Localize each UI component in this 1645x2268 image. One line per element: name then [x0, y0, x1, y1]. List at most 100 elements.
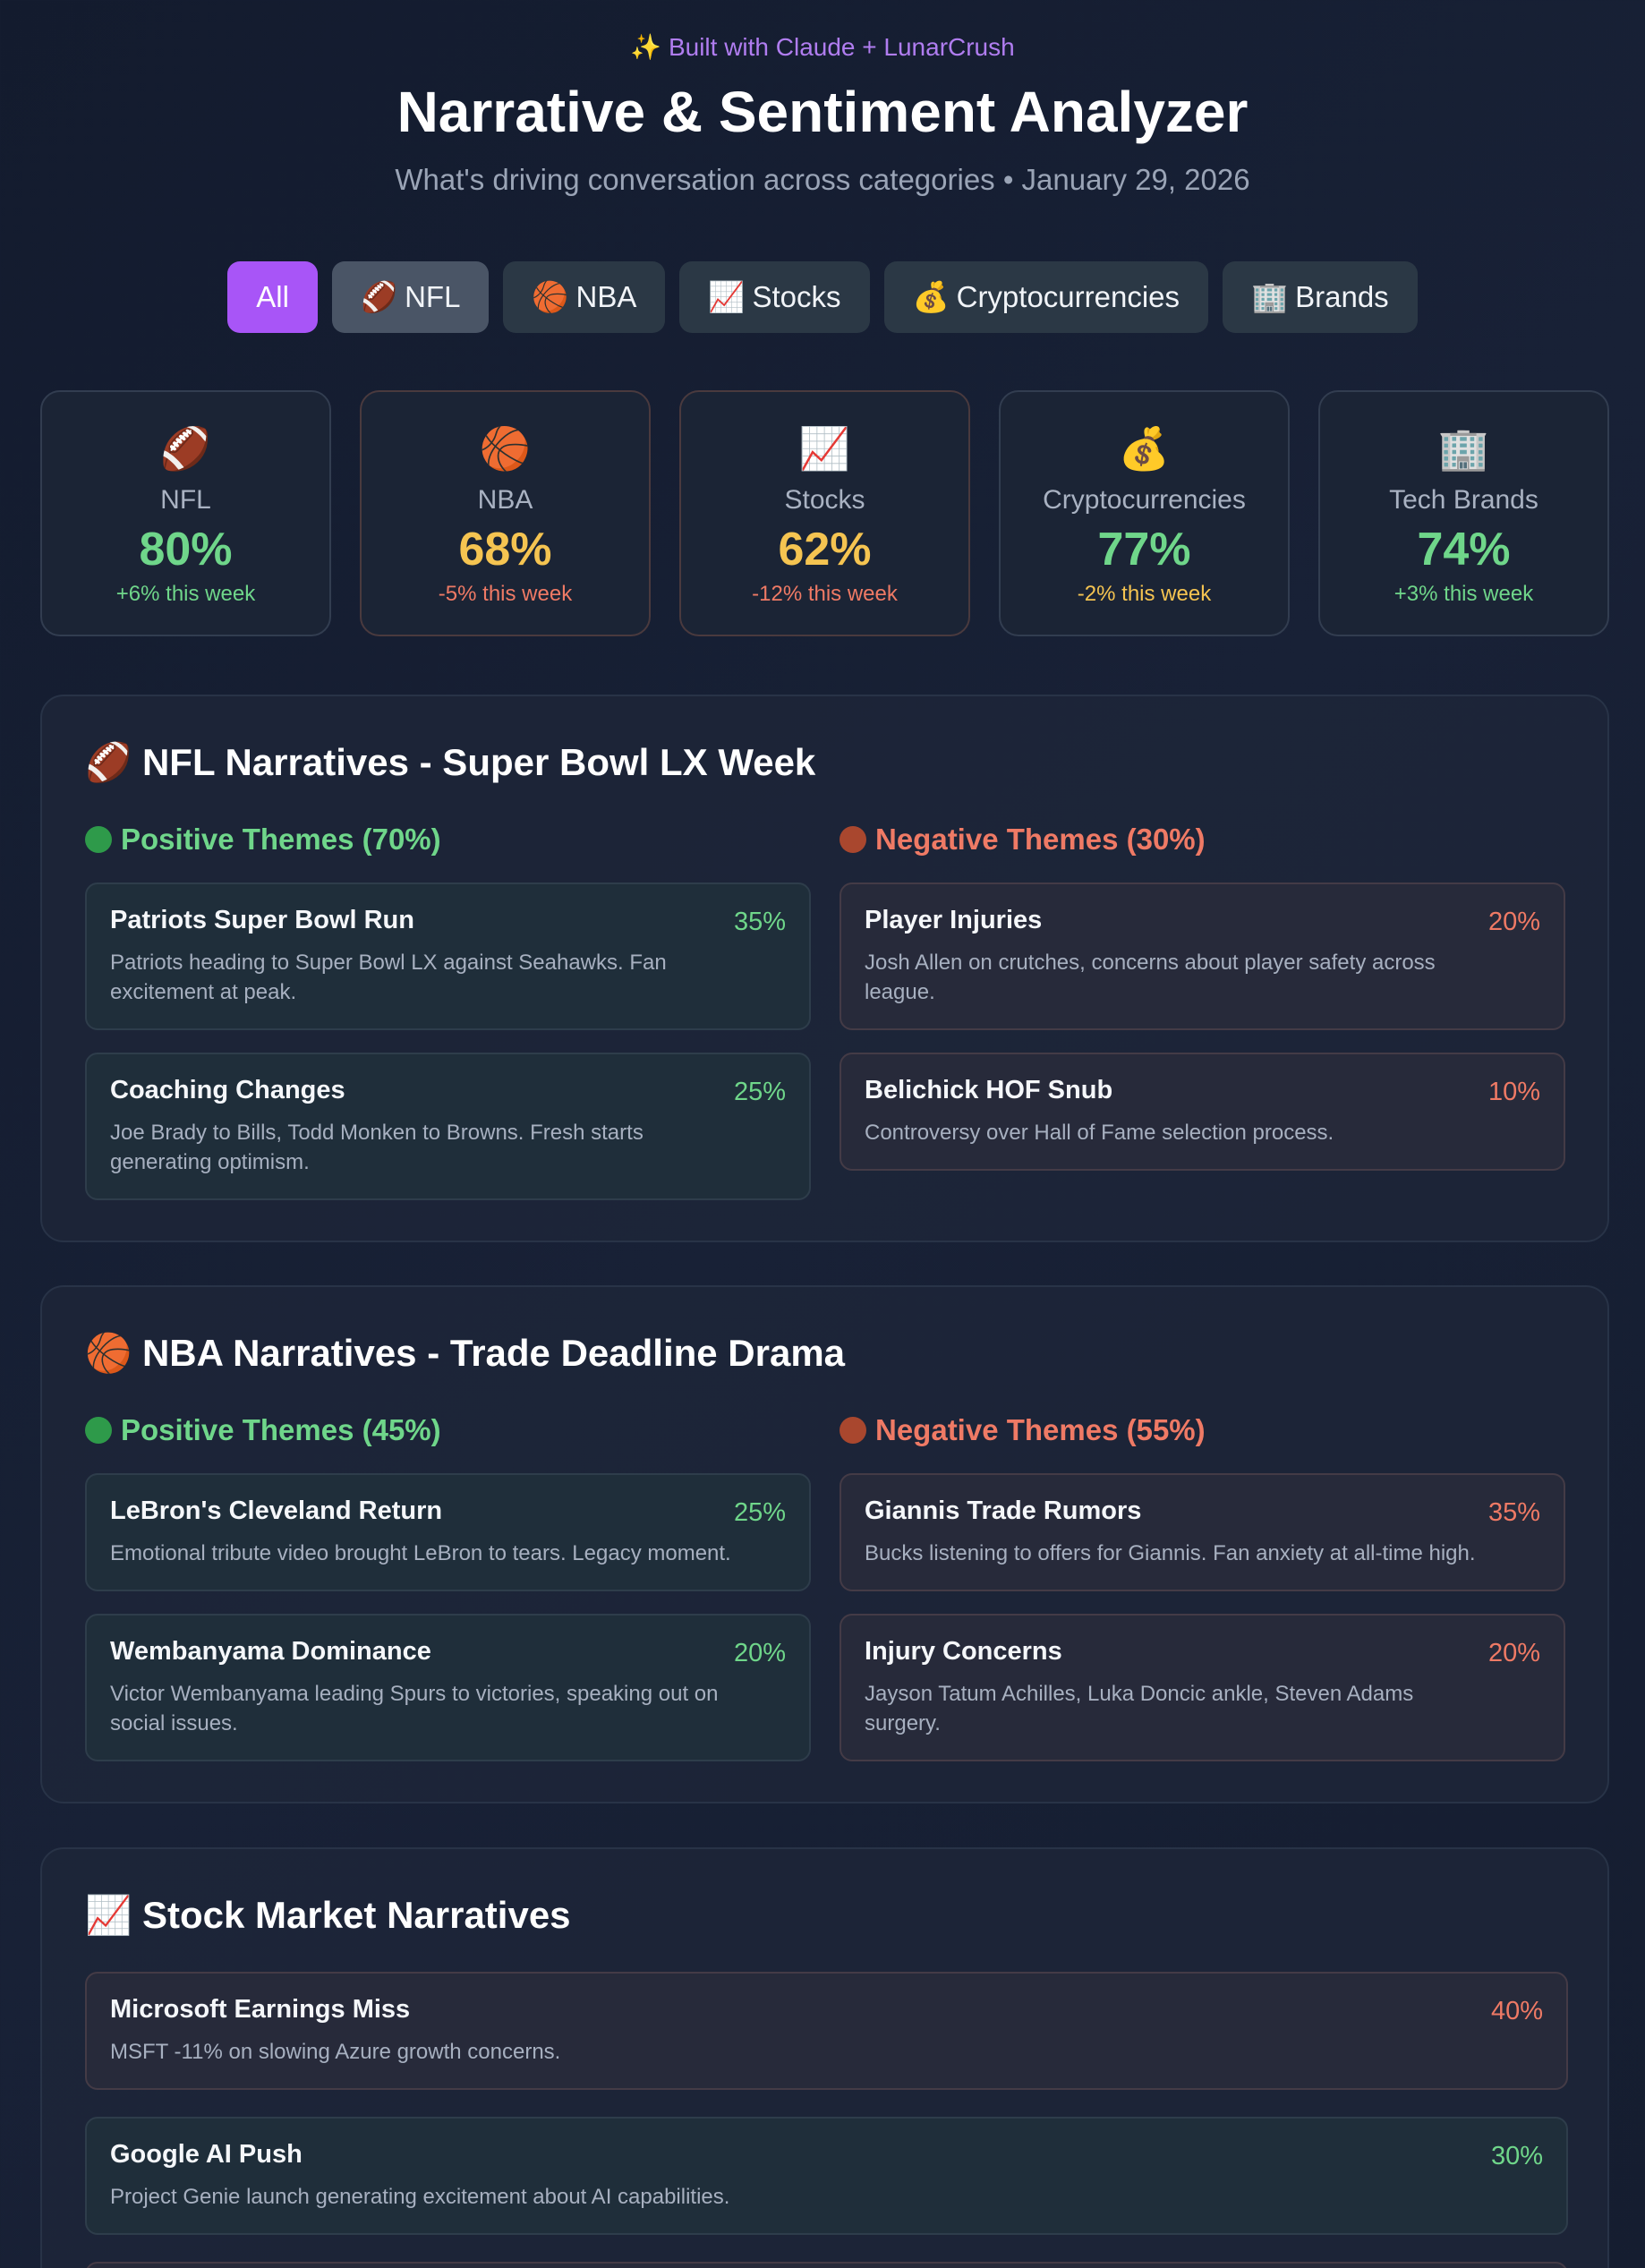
theme-title: Google AI Push	[110, 2140, 303, 2169]
theme-card[interactable]: Patriots Super Bowl Run 35% Patriots hea…	[85, 882, 811, 1030]
theme-card[interactable]: Giannis Trade Rumors 35% Bucks listening…	[840, 1473, 1565, 1591]
green-circle-icon	[85, 1417, 112, 1444]
stat-card-tech-brands[interactable]: 🏢 Tech Brands 74% +3% this week	[1318, 390, 1609, 636]
stat-value: 80%	[139, 524, 233, 576]
theme-card[interactable]: Coaching Changes 25% Joe Brady to Bills,…	[85, 1053, 811, 1200]
stat-change: +6% this week	[115, 582, 256, 606]
tab-nba[interactable]: 🏀 NBA	[503, 261, 666, 333]
theme-description: Emotional tribute video brought LeBron t…	[110, 1541, 731, 1565]
stat-value: 68%	[458, 524, 552, 576]
negative-themes: Negative Themes (55%) Giannis Trade Rumo…	[840, 1412, 1565, 1761]
money-bag-icon: 💰	[912, 279, 950, 313]
theme-card[interactable]: Microsoft Earnings Miss 40% MSFT -11% on…	[85, 1972, 1568, 2090]
tab-nfl[interactable]: 🏈 NFL	[331, 261, 490, 333]
tab-cryptocurrencies[interactable]: 💰 Cryptocurrencies	[883, 261, 1209, 333]
negative-themes-heading: Negative Themes (55%)	[840, 1412, 1565, 1448]
tab-label: NBA	[575, 280, 637, 313]
stat-change: +3% this week	[1394, 582, 1534, 606]
basketball-icon: 🏀	[479, 425, 532, 472]
theme-title: Patriots Super Bowl Run	[110, 906, 414, 934]
category-tabs: All 🏈 NFL 🏀 NBA 📈 Stocks 💰 Cryptocurrenc…	[0, 261, 1645, 333]
stat-name: Stocks	[784, 485, 865, 515]
positive-themes: Positive Themes (70%) Patriots Super Bow…	[85, 822, 811, 1200]
theme-description: Bucks listening to offers for Giannis. F…	[865, 1541, 1476, 1565]
theme-description: Project Genie launch generating exciteme…	[110, 2185, 730, 2209]
theme-card[interactable]: Player Injuries 20% Josh Allen on crutch…	[840, 882, 1565, 1030]
tab-label: NFL	[405, 280, 461, 313]
theme-percent: 30%	[1490, 2142, 1543, 2170]
theme-description: Victor Wembanyama leading Spurs to victo…	[110, 1682, 719, 1735]
section-title: 🏀 NBA Narratives - Trade Deadline Drama	[85, 1332, 846, 1374]
theme-description: Jayson Tatum Achilles, Luka Doncic ankle…	[865, 1682, 1414, 1735]
positive-themes: Positive Themes (45%) LeBron's Cleveland…	[85, 1412, 811, 1761]
stat-value: 62%	[778, 524, 872, 576]
theme-card[interactable]: Belichick HOF Snub 10% Controversy over …	[840, 1053, 1565, 1171]
section-title: 🏈 NFL Narratives - Super Bowl LX Week	[85, 741, 816, 783]
theme-card[interactable]: Injury Concerns 20% Jayson Tatum Achille…	[840, 1614, 1565, 1761]
theme-description: Controversy over Hall of Fame selection …	[865, 1121, 1334, 1145]
stat-card-nfl[interactable]: 🏈 NFL 80% +6% this week	[40, 390, 331, 636]
stat-value: 74%	[1417, 524, 1511, 576]
tab-label: All	[256, 280, 289, 313]
chart-up-icon: 📈	[708, 279, 746, 313]
red-circle-icon	[840, 826, 866, 853]
stat-card-cryptocurrencies[interactable]: 💰 Cryptocurrencies 77% -2% this week	[999, 390, 1290, 636]
stat-change: -5% this week	[438, 582, 573, 606]
theme-title: Microsoft Earnings Miss	[110, 1995, 411, 2024]
theme-percent: 20%	[1487, 908, 1540, 936]
tab-brands[interactable]: 🏢 Brands	[1223, 261, 1418, 333]
theme-description: Patriots heading to Super Bowl LX agains…	[110, 951, 667, 1004]
page-subtitle: What's driving conversation across categ…	[395, 163, 1250, 196]
stock-narratives-section: 📈 Stock Market Narratives Microsoft Earn…	[40, 1847, 1609, 2268]
theme-description: Joe Brady to Bills, Todd Monken to Brown…	[110, 1121, 644, 1174]
chart-up-icon: 📈	[798, 425, 851, 472]
tab-all[interactable]: All	[227, 261, 318, 333]
theme-percent: 35%	[1487, 1498, 1540, 1527]
theme-percent: 25%	[733, 1498, 786, 1527]
stat-name: Cryptocurrencies	[1043, 485, 1246, 515]
sentiment-stats: 🏈 NFL 80% +6% this week 🏀 NBA 68% -5% th…	[40, 390, 1609, 636]
tab-stocks[interactable]: 📈 Stocks	[679, 261, 870, 333]
theme-card[interactable]: Wembanyama Dominance 20% Victor Wembanya…	[85, 1614, 811, 1761]
theme-title: LeBron's Cleveland Return	[110, 1496, 443, 1525]
theme-percent: 40%	[1490, 1997, 1543, 2025]
section-title: 📈 Stock Market Narratives	[85, 1894, 571, 1936]
tab-label: Brands	[1295, 280, 1389, 313]
theme-title: Giannis Trade Rumors	[865, 1496, 1142, 1525]
football-icon: 🏈	[159, 425, 212, 472]
money-bag-icon: 💰	[1118, 425, 1171, 472]
heading-label: Positive Themes (45%)	[121, 1413, 441, 1446]
theme-percent: 20%	[1487, 1639, 1540, 1667]
theme-title: Wembanyama Dominance	[110, 1637, 431, 1666]
nba-narratives-section: 🏀 NBA Narratives - Trade Deadline Drama …	[40, 1285, 1609, 1803]
theme-title: Player Injuries	[865, 906, 1043, 934]
negative-themes-heading: Negative Themes (30%)	[840, 822, 1565, 857]
tab-label: Stocks	[752, 280, 841, 313]
stat-name: NBA	[477, 485, 533, 515]
theme-description: Josh Allen on crutches, concerns about p…	[865, 951, 1436, 1004]
stat-name: Tech Brands	[1389, 485, 1538, 515]
heading-label: Positive Themes (70%)	[121, 823, 441, 856]
green-circle-icon	[85, 826, 112, 853]
stat-card-stocks[interactable]: 📈 Stocks 62% -12% this week	[679, 390, 970, 636]
theme-card[interactable]: LeBron's Cleveland Return 25% Emotional …	[85, 1473, 811, 1591]
theme-title: Injury Concerns	[865, 1637, 1062, 1666]
nfl-narratives-section: 🏈 NFL Narratives - Super Bowl LX Week Po…	[40, 695, 1609, 1242]
heading-label: Negative Themes (55%)	[875, 1413, 1206, 1446]
negative-themes: Negative Themes (30%) Player Injuries 20…	[840, 822, 1565, 1171]
theme-card[interactable]: Google AI Push 30% Project Genie launch …	[85, 2117, 1568, 2235]
theme-percent: 20%	[733, 1639, 786, 1667]
red-circle-icon	[840, 1417, 866, 1444]
theme-percent: 25%	[733, 1078, 786, 1106]
page-title: Narrative & Sentiment Analyzer	[396, 80, 1249, 144]
theme-description: MSFT -11% on slowing Azure growth concer…	[110, 2040, 561, 2064]
built-with-badge: ✨ Built with Claude + LunarCrush	[630, 33, 1015, 61]
theme-card[interactable]	[85, 2262, 1568, 2268]
office-building-icon: 🏢	[1251, 279, 1289, 313]
theme-percent: 10%	[1487, 1078, 1540, 1106]
stat-change: -12% this week	[752, 582, 898, 606]
heading-label: Negative Themes (30%)	[875, 823, 1206, 856]
stat-card-nba[interactable]: 🏀 NBA 68% -5% this week	[360, 390, 651, 636]
stat-change: -2% this week	[1077, 582, 1212, 606]
stat-name: NFL	[160, 485, 211, 515]
